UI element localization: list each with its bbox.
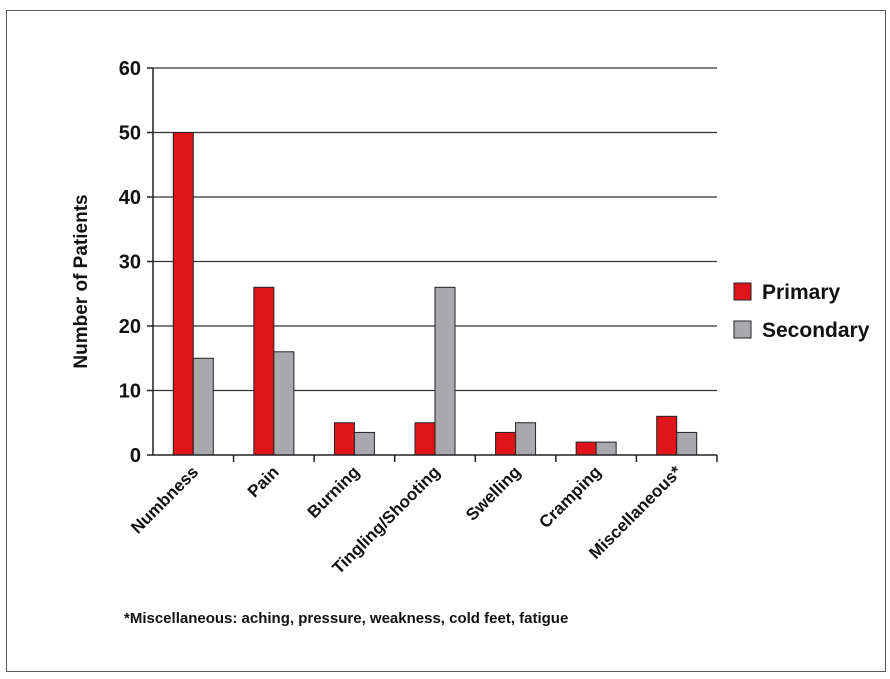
legend-swatch-secondary	[733, 320, 752, 339]
legend-label-secondary: Secondary	[762, 319, 870, 342]
x-tick-label: Swelling	[462, 462, 524, 524]
axes	[152, 68, 717, 456]
bar-primary-6	[575, 441, 597, 456]
bar-secondary-4	[434, 286, 456, 456]
y-tick-label: 20	[119, 316, 141, 338]
bar-secondary-1	[192, 357, 214, 456]
x-tick-label: Pain	[244, 462, 283, 501]
bar-primary-5	[495, 431, 517, 456]
bar-primary-3	[333, 422, 355, 456]
x-tick-label: Numbness	[127, 462, 202, 537]
legend: Primary Secondary	[733, 281, 870, 342]
legend-label-primary: Primary	[762, 281, 841, 304]
footnote: *Miscellaneous: aching, pressure, weakne…	[124, 610, 568, 627]
y-tick-label: 60	[119, 58, 141, 80]
bars	[172, 132, 698, 456]
bar-secondary-6	[595, 441, 617, 456]
y-tick-label: 30	[119, 252, 141, 274]
y-axis-title: Number of Patients	[71, 194, 92, 368]
bar-primary-1	[172, 132, 194, 456]
bar-secondary-7	[676, 431, 698, 456]
x-tick-label: Cramping	[535, 462, 605, 532]
bar-primary-4	[414, 422, 436, 456]
y-tick-label: 10	[119, 381, 141, 403]
y-tick-label: 0	[130, 445, 141, 467]
y-tick-label: 50	[119, 123, 141, 145]
y-tick-labels: 0 10 20 30 40 50 60	[119, 58, 141, 467]
x-tick-label: Burning	[304, 462, 364, 522]
legend-swatch-primary	[733, 282, 752, 301]
chart-frame: 0 10 20 30 40 50 60 Numbness Pain Burning Tinglin…	[6, 10, 886, 672]
gridlines	[147, 67, 718, 462]
bar-secondary-2	[273, 351, 295, 456]
bar-secondary-3	[353, 431, 375, 456]
y-tick-label: 40	[119, 187, 141, 209]
bar-primary-2	[253, 286, 275, 456]
bar-secondary-5	[515, 422, 537, 456]
bar-primary-7	[656, 415, 678, 456]
